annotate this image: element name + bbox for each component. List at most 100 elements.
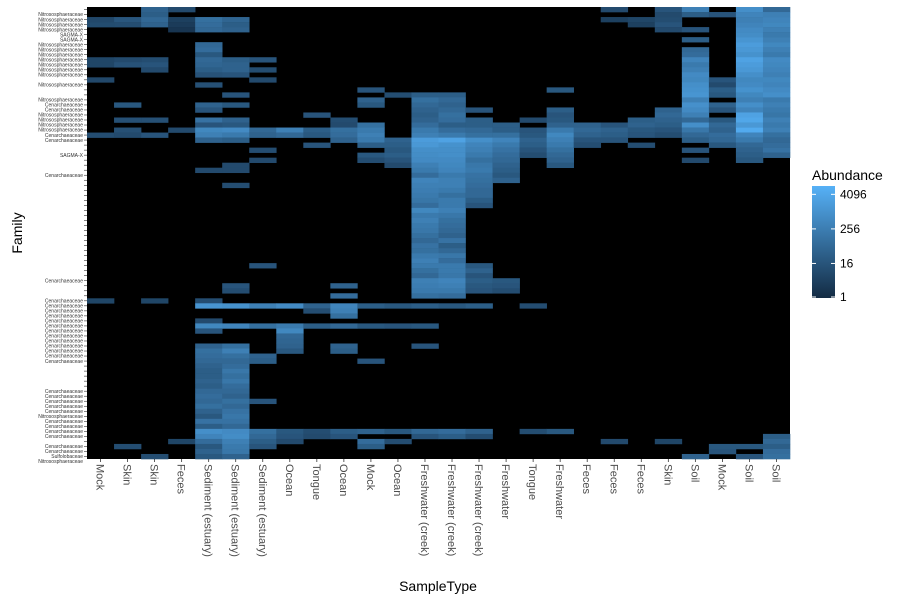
heatmap-cell <box>222 102 250 108</box>
y-tick-label: Cenarchaeaceae <box>45 409 83 415</box>
heatmap-cell <box>303 142 331 148</box>
heatmap-cell <box>654 112 683 118</box>
heatmap-cell <box>411 197 439 204</box>
heatmap-cell <box>492 278 520 284</box>
heatmap-cell <box>195 67 223 73</box>
heatmap-cell <box>411 147 439 153</box>
y-tick-label: Cenarchaeaceae <box>45 108 83 114</box>
heatmap-cell <box>411 142 439 148</box>
heatmap-cell <box>411 152 439 158</box>
heatmap-cell <box>87 298 115 304</box>
heatmap-cell <box>465 283 493 289</box>
heatmap-cell <box>222 358 250 364</box>
heatmap-cell <box>87 57 115 63</box>
heatmap-cell <box>465 182 493 189</box>
heatmap-cell <box>681 47 710 53</box>
heatmap-cell <box>654 117 683 123</box>
heatmap-cell <box>222 137 250 143</box>
heatmap-cell <box>735 102 764 108</box>
heatmap-cell <box>438 207 466 214</box>
y-tick-label: Nitrososphaeraceae <box>38 73 83 79</box>
y-tick-label: SAGMA-X <box>60 37 84 43</box>
heatmap-cell <box>384 142 412 148</box>
legend-tick-label: 256 <box>840 222 860 236</box>
heatmap-cell <box>384 323 412 329</box>
heatmap-cell <box>438 263 466 269</box>
heatmap-cell <box>249 353 277 359</box>
y-tick-label: Cenarchaeaceae <box>45 349 83 355</box>
heatmap-cell <box>438 433 466 440</box>
heatmap-cell <box>735 37 764 43</box>
heatmap-cell <box>735 117 764 123</box>
y-tick-label: Cenarchaeaceae <box>45 138 83 144</box>
heatmap-cell <box>762 142 791 148</box>
heatmap-cell <box>195 393 223 400</box>
heatmap-cell <box>411 278 439 284</box>
heatmap-cell <box>438 122 466 128</box>
heatmap-cell <box>546 428 574 435</box>
y-tick-label: Nitrososphaeraceae <box>38 52 83 58</box>
heatmap-cell <box>708 142 737 148</box>
heatmap-cell <box>195 57 223 63</box>
heatmap-cell <box>330 303 358 309</box>
heatmap-cell <box>141 12 169 18</box>
heatmap-cell <box>330 283 358 289</box>
y-tick-label: Nitrososphaeraceae <box>38 83 83 89</box>
heatmap-cell <box>411 303 439 309</box>
heatmap-cell <box>546 137 574 143</box>
legend-colorbar <box>812 186 835 298</box>
heatmap-cell <box>438 127 466 133</box>
heatmap-cell <box>438 217 466 224</box>
heatmap-cell <box>762 67 791 73</box>
heatmap-cell <box>276 333 304 339</box>
heatmap-cell <box>735 443 764 450</box>
heatmap-cell <box>87 17 115 23</box>
heatmap-cell <box>384 137 412 143</box>
heatmap-cell <box>708 117 737 123</box>
heatmap-cell <box>222 117 250 123</box>
heatmap-cell <box>492 127 520 133</box>
heatmap-cell <box>411 283 439 289</box>
heatmap-cell <box>438 428 466 435</box>
heatmap-cell <box>546 117 574 123</box>
heatmap-cell <box>735 47 764 53</box>
heatmap-cell <box>762 433 791 440</box>
x-tick-label: Freshwater <box>499 464 511 519</box>
heatmap-cell <box>195 363 223 369</box>
heatmap-cell <box>492 157 520 163</box>
heatmap-cell <box>195 17 223 23</box>
heatmap-cell <box>438 147 466 153</box>
heatmap-cell <box>492 162 520 169</box>
y-tick-label: Nitrososphaeraceae <box>38 42 83 48</box>
heatmap-cell <box>519 132 547 138</box>
y-tick-label: Nitrososphaeraceae <box>38 22 83 28</box>
heatmap-cell <box>465 192 493 199</box>
x-tick-label: Skin <box>148 464 160 485</box>
heatmap-cell <box>735 77 764 83</box>
heatmap-cell <box>546 147 574 153</box>
x-tick-label: Ocean <box>283 464 295 496</box>
heatmap-cell <box>465 172 493 179</box>
heatmap-cell <box>384 157 412 163</box>
heatmap-cell <box>438 268 466 274</box>
heatmap-cell <box>438 92 466 98</box>
heatmap-cell <box>654 438 683 445</box>
heatmap-cell <box>222 363 250 369</box>
y-tick-label: Nitrososphaeraceae <box>38 12 83 18</box>
heatmap-cell <box>438 253 466 259</box>
legend: Abundance 4096 256 16 1 <box>812 167 883 304</box>
heatmap-cell <box>735 127 764 133</box>
heatmap-cell <box>573 137 602 143</box>
heatmap-cell <box>357 127 385 133</box>
heatmap-cell <box>168 22 196 28</box>
heatmap-cell <box>195 303 223 309</box>
heatmap-cell <box>627 142 656 148</box>
heatmap-cell <box>357 122 385 128</box>
heatmap-cell <box>411 187 439 194</box>
heatmap-cell <box>141 7 169 13</box>
heatmap-cell <box>654 107 683 113</box>
y-tick-label: Cenarchaeaceae <box>45 133 83 139</box>
heatmap-cell <box>627 132 656 138</box>
heatmap-cell <box>708 137 737 143</box>
heatmap-cell <box>411 263 439 269</box>
